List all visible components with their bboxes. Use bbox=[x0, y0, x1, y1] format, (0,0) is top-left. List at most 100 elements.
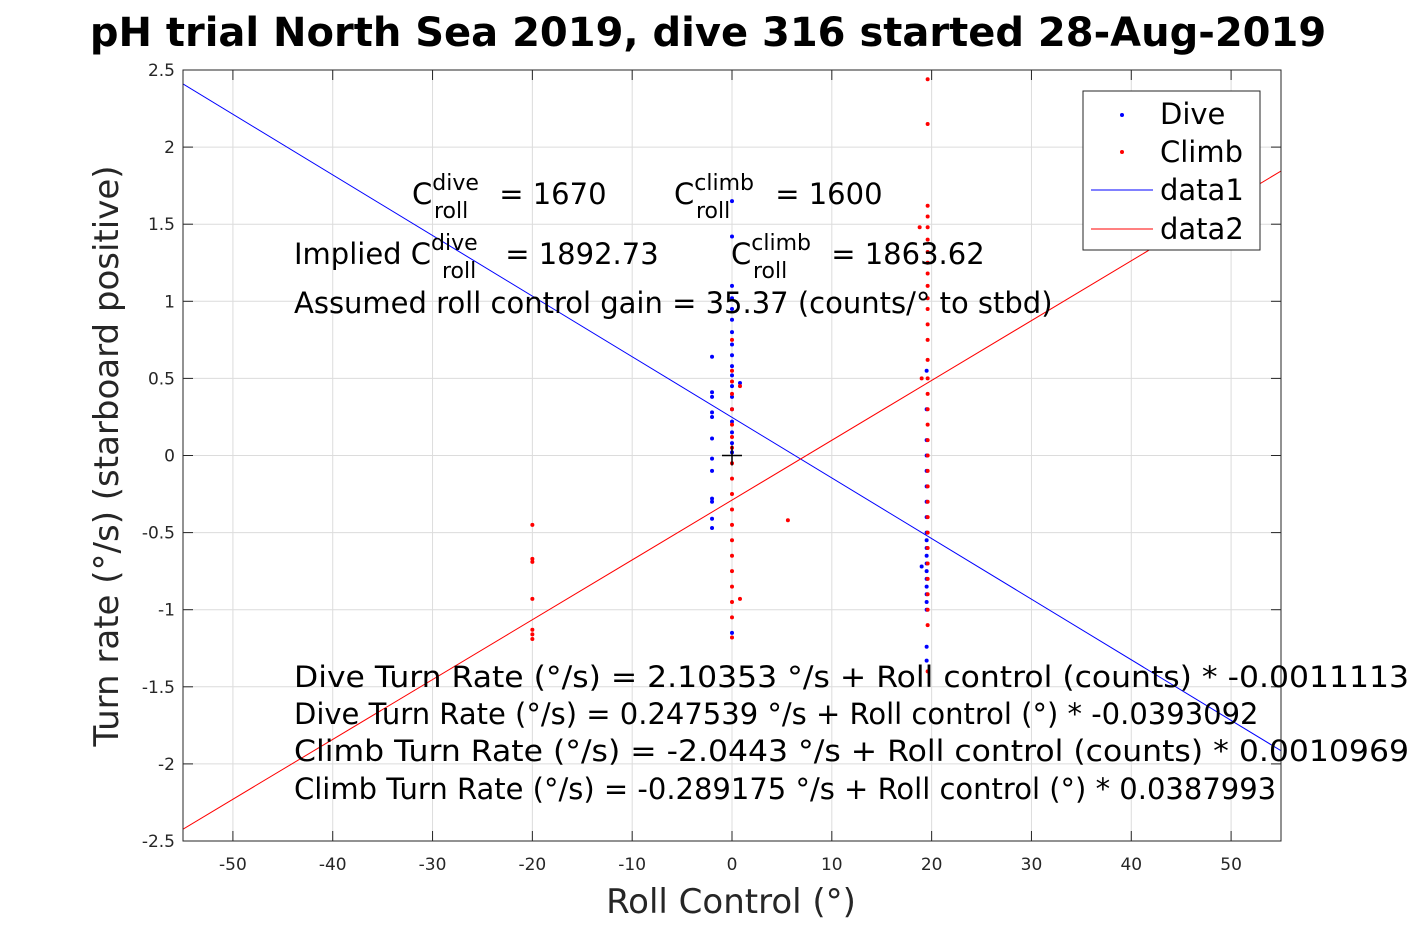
x-tick-label: 0 bbox=[727, 855, 738, 875]
x-tick-label: -10 bbox=[618, 855, 646, 875]
point-climb bbox=[530, 596, 535, 601]
legend-label-data1: data1 bbox=[1160, 173, 1244, 207]
legend-marker-dive bbox=[1120, 113, 1124, 117]
point-climb bbox=[730, 391, 734, 396]
point-climb bbox=[925, 407, 930, 412]
point-dive bbox=[710, 516, 715, 521]
point-climb bbox=[925, 77, 930, 82]
point-climb bbox=[925, 203, 930, 208]
point-dive bbox=[710, 390, 715, 395]
point-dive bbox=[730, 283, 734, 288]
fit-line-data2 bbox=[183, 170, 1281, 830]
point-dive bbox=[924, 569, 929, 574]
point-climb bbox=[925, 530, 930, 535]
fit-lines bbox=[183, 83, 1281, 830]
point-climb bbox=[730, 476, 734, 481]
point-climb bbox=[730, 492, 734, 497]
point-dive bbox=[710, 496, 715, 501]
legend-label-data2: data2 bbox=[1160, 212, 1244, 246]
point-climb bbox=[925, 121, 930, 126]
point-climb bbox=[925, 357, 930, 362]
point-climb bbox=[925, 499, 930, 504]
point-climb bbox=[925, 296, 930, 301]
point-climb bbox=[925, 307, 930, 312]
point-climb bbox=[925, 438, 930, 443]
point-dive bbox=[710, 436, 715, 441]
x-tick-label: 50 bbox=[1220, 855, 1242, 875]
point-climb bbox=[925, 607, 930, 612]
point-climb bbox=[730, 584, 734, 589]
point-climb bbox=[530, 627, 535, 632]
fit-line-data1 bbox=[183, 83, 1281, 752]
y-tick-label: 0 bbox=[164, 447, 175, 467]
point-climb bbox=[925, 376, 930, 381]
point-climb bbox=[925, 237, 930, 242]
point-dive bbox=[924, 644, 929, 649]
point-climb bbox=[730, 368, 734, 373]
point-climb bbox=[925, 546, 930, 551]
point-climb bbox=[530, 522, 535, 527]
point-climb bbox=[730, 507, 734, 512]
point-climb bbox=[730, 379, 734, 384]
point-dive bbox=[730, 419, 734, 424]
x-tick-label: -50 bbox=[219, 855, 247, 875]
legend-marker-climb bbox=[1120, 150, 1124, 154]
point-climb bbox=[730, 407, 734, 412]
annotation-implied-climb: Cclimb roll = 1863.62 bbox=[731, 231, 985, 284]
origin-marker bbox=[722, 445, 742, 466]
annotation-implied-dive: Implied Cdive roll = 1892.73 bbox=[294, 231, 659, 284]
y-tick-label: 1 bbox=[164, 292, 175, 312]
point-climb bbox=[530, 559, 535, 564]
point-dive bbox=[924, 658, 929, 663]
point-climb bbox=[530, 636, 535, 641]
point-climb bbox=[925, 391, 930, 396]
y-tick-label: 0.5 bbox=[148, 369, 175, 389]
annotation-c-dive: Cdive roll = 1670 bbox=[412, 171, 607, 224]
point-climb bbox=[730, 553, 734, 558]
y-tick-label: 2 bbox=[164, 138, 175, 158]
point-climb bbox=[925, 669, 930, 674]
point-climb bbox=[730, 569, 734, 574]
annotation-c-climb: Cclimb roll = 1600 bbox=[674, 171, 883, 224]
point-dive bbox=[924, 584, 929, 589]
point-climb bbox=[730, 434, 734, 439]
y-tick-label: -1 bbox=[158, 601, 175, 621]
point-climb bbox=[730, 538, 734, 543]
point-dive bbox=[730, 430, 734, 435]
point-dive bbox=[730, 342, 734, 347]
point-climb bbox=[925, 592, 930, 597]
x-tick-label: 40 bbox=[1120, 855, 1142, 875]
point-dive bbox=[710, 456, 715, 461]
point-dive bbox=[730, 394, 734, 399]
point-climb bbox=[925, 484, 930, 489]
point-climb bbox=[919, 376, 924, 381]
point-climb bbox=[530, 632, 535, 637]
x-axis-ticks: -50 -40 -30 -20 -10 0 10 20 30 40 50 bbox=[219, 70, 1242, 875]
x-tick-label: -20 bbox=[518, 855, 546, 875]
point-climb bbox=[925, 271, 930, 276]
point-dive bbox=[730, 353, 734, 358]
data-points bbox=[530, 77, 930, 674]
x-tick-label: -40 bbox=[319, 855, 347, 875]
point-climb bbox=[925, 337, 930, 342]
point-dive bbox=[730, 317, 734, 322]
point-climb bbox=[737, 596, 742, 601]
point-climb bbox=[530, 556, 535, 561]
y-axis-label: Turn rate (°/s) (starboard positive) bbox=[87, 165, 127, 747]
annotation-eq-dive-counts: Dive Turn Rate (°/s) = 2.10353 °/s + Rol… bbox=[294, 660, 1409, 694]
point-dive bbox=[710, 468, 715, 473]
point-dive bbox=[710, 525, 715, 530]
annotation-eq-dive-degrees: Dive Turn Rate (°/s) = 0.247539 °/s + Ro… bbox=[294, 697, 1259, 731]
legend: Dive Climb data1 data2 bbox=[1082, 90, 1261, 251]
y-axis-ticks: -2.5 -2 -1.5 -1 -0.5 0 0.5 1 1.5 2 2.5 bbox=[142, 61, 1281, 852]
point-climb bbox=[730, 615, 734, 620]
point-climb bbox=[925, 468, 930, 473]
legend-box bbox=[1082, 90, 1261, 251]
point-dive bbox=[730, 364, 734, 369]
annotation-eq-climb-counts: Climb Turn Rate (°/s) = -2.0443 °/s + Ro… bbox=[294, 734, 1409, 768]
point-dive bbox=[730, 373, 734, 378]
point-climb bbox=[730, 422, 734, 427]
point-dive bbox=[730, 630, 734, 635]
x-axis-label: Roll Control (°) bbox=[606, 882, 856, 922]
